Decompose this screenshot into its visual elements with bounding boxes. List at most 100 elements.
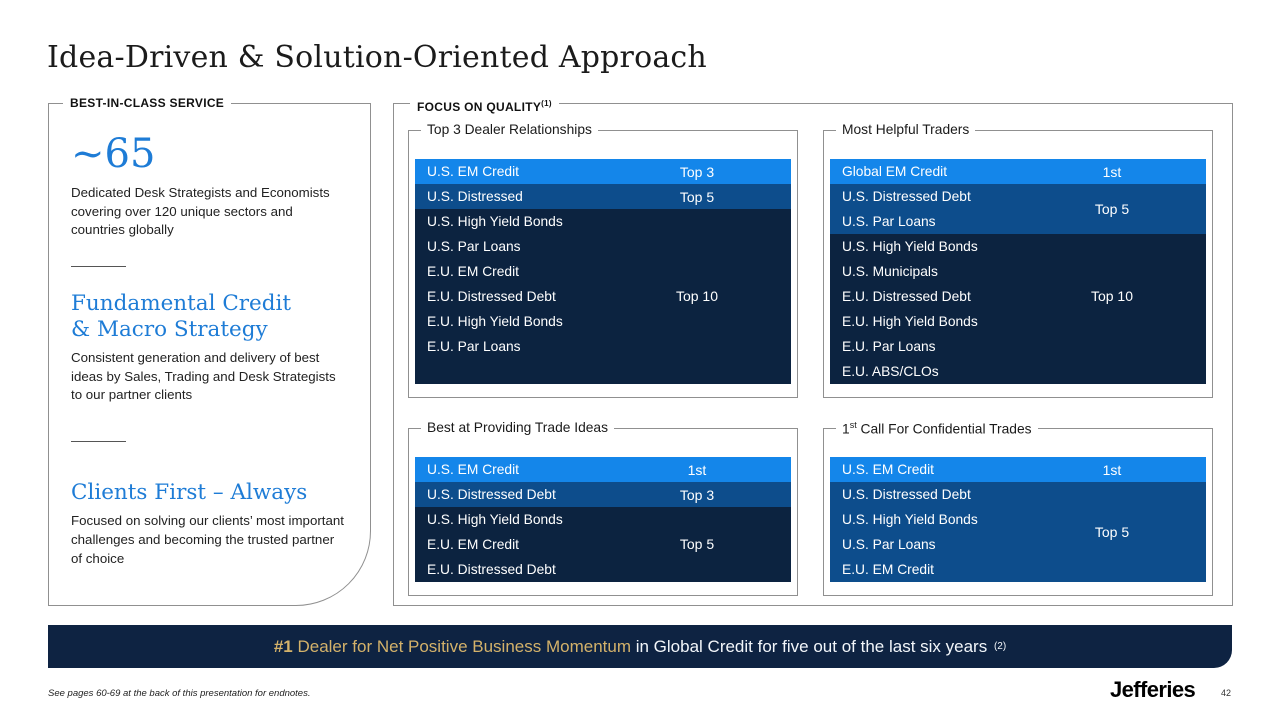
section-title-line: Fundamental Credit — [71, 290, 292, 316]
ranking-tier-medium: U.S. Distressed Top 5 — [415, 184, 791, 209]
momentum-banner: #1 Dealer for Net Positive Business Mome… — [48, 625, 1232, 668]
ranking-row: U.S. Distressed Debt — [830, 482, 1206, 507]
ranking-row: E.U. High Yield Bonds — [830, 309, 1206, 334]
ranking-tier-dark: U.S. High Yield Bonds U.S. Municipals E.U.… — [830, 234, 1206, 384]
ranking-row: U.S. Par Loans — [830, 209, 1206, 234]
section-title-line: Clients First – Always — [71, 480, 308, 506]
ranking-row: E.U. Par Loans — [830, 334, 1206, 359]
ranking-row: E.U. High Yield Bonds — [415, 309, 791, 334]
ranking-row: E.U. EM Credit — [415, 532, 791, 557]
focus-on-quality-panel: FOCUS ON QUALITY(1) Top 3 Dealer Relatio… — [393, 97, 1233, 606]
quality-box: Best at Providing Trade Ideas U.S. EM Cre… — [408, 420, 798, 596]
product-label: E.U. EM Credit — [427, 264, 519, 279]
ranking-row: U.S. High Yield Bonds — [830, 507, 1206, 532]
rank-label: Top 5 — [1094, 201, 1130, 217]
product-label: U.S. Distressed Debt — [842, 487, 971, 502]
ranking-tier-dark: U.S. High Yield Bonds U.S. Par Loans E.U. … — [415, 209, 791, 384]
product-label: E.U. Distressed Debt — [842, 289, 971, 304]
ranking-tier-medium: U.S. Distressed Debt Top 3 — [415, 482, 791, 507]
banner-highlight: Dealer for Net Positive Business Momentu… — [292, 636, 631, 656]
ranking-row: U.S. Par Loans — [830, 532, 1206, 557]
rank-label: Top 5 — [1094, 524, 1130, 540]
ranking-row: E.U. Distressed Debt — [830, 284, 1206, 309]
ranking-row: E.U. Par Loans — [415, 334, 791, 359]
best-in-class-heading: BEST-IN-CLASS SERVICE — [63, 96, 232, 110]
quality-box-title: Top 3 Dealer Relationships — [421, 122, 598, 137]
banner-endnote-superscript: (2) — [993, 641, 1007, 652]
jefferies-logo: Jefferies — [1110, 677, 1196, 702]
ranking-tier-bright: U.S. EM Credit 1st — [415, 457, 791, 482]
ranking-row: E.U. Distressed Debt — [415, 557, 791, 582]
ranking-tier-medium: U.S. Distressed Debt U.S. Par Loans Top 5 — [830, 184, 1206, 234]
quality-box: Top 3 Dealer Relationships U.S. EM Credit… — [408, 122, 798, 398]
section-body-clients-first: Focused on solving our clients’ most imp… — [71, 513, 344, 566]
ranking-tier-dark: U.S. High Yield Bonds E.U. EM Credit E.U. … — [415, 507, 791, 582]
focus-on-quality-heading-text: FOCUS ON QUALITY — [417, 100, 542, 114]
product-label: U.S. Distressed — [427, 189, 523, 204]
page-number: 42 — [1221, 688, 1232, 698]
endnotes-footnote: See pages 60-69 at the back of this pres… — [48, 688, 311, 699]
product-label: E.U. Distressed Debt — [427, 562, 556, 577]
ranking-row: U.S. High Yield Bonds — [415, 209, 791, 234]
section-title-line: & Macro Strategy — [71, 317, 268, 343]
ranking-row: U.S. Distressed Debt — [830, 184, 1206, 209]
ranking-row: E.U. EM Credit — [415, 259, 791, 284]
product-label: U.S. Municipals — [842, 264, 938, 279]
ranking-row: Global EM Credit — [830, 159, 1206, 184]
best-in-class-panel: BEST-IN-CLASS SERVICE ~65 Dedicated Desk… — [48, 97, 371, 606]
rank-label: Top 5 — [679, 536, 715, 552]
best-in-class-heading-text: BEST-IN-CLASS SERVICE — [70, 96, 225, 110]
rank-label: 1st — [687, 461, 707, 478]
product-label: E.U. High Yield Bonds — [427, 314, 563, 329]
rank-label: 1st — [1102, 461, 1122, 478]
product-label: E.U. EM Credit — [427, 537, 519, 552]
ranking-row: U.S. EM Credit — [415, 457, 791, 482]
title-superscript: st — [849, 420, 857, 430]
product-label: U.S. EM Credit — [427, 164, 519, 179]
banner-rest: in Global Credit for five out of the las… — [631, 636, 992, 656]
section-title-fundamental-credit: Fundamental Credit & Macro Strategy — [71, 291, 370, 343]
quality-box-title: Best at Providing Trade Ideas — [421, 420, 614, 435]
product-label: U.S. High Yield Bonds — [842, 239, 978, 254]
ranking-row: U.S. Par Loans — [415, 234, 791, 259]
rank-label: Top 5 — [679, 188, 715, 205]
product-label: E.U. Par Loans — [427, 339, 521, 354]
ranking-table: Global EM Credit 1st U.S. Distressed Debt U… — [830, 159, 1206, 384]
product-label: U.S. High Yield Bonds — [427, 214, 563, 229]
quality-box: Most Helpful Traders Global EM Credit 1st U… — [823, 122, 1213, 398]
ranking-row: E.U. EM Credit — [830, 557, 1206, 582]
banner-rank: #1 — [273, 636, 293, 656]
section-title-clients-first: Clients First – Always — [71, 480, 370, 506]
product-label: E.U. High Yield Bonds — [842, 314, 978, 329]
product-label: U.S. EM Credit — [842, 462, 934, 477]
stat-description: Dedicated Desk Strategists and Economist… — [71, 185, 330, 238]
endnote-superscript: (1) — [541, 99, 552, 108]
product-label: U.S. Par Loans — [842, 537, 936, 552]
ranking-row: E.U. ABS/CLOs — [830, 359, 1206, 384]
rank-label: Top 10 — [675, 288, 719, 304]
ranking-row: U.S. Distressed Debt — [415, 482, 791, 507]
quality-grid: Top 3 Dealer Relationships U.S. EM Credit… — [408, 122, 1213, 596]
ranking-row: U.S. Municipals — [830, 259, 1206, 284]
product-label: U.S. Par Loans — [427, 239, 521, 254]
focus-on-quality-heading: FOCUS ON QUALITY(1) — [410, 97, 559, 114]
ranking-row: U.S. EM Credit — [830, 457, 1206, 482]
section-body-fundamental-credit: Consistent generation and delivery of be… — [71, 350, 336, 403]
product-label: E.U. ABS/CLOs — [842, 364, 939, 379]
product-label: Global EM Credit — [842, 164, 948, 179]
ranking-tier-bright: U.S. EM Credit Top 3 — [415, 159, 791, 184]
product-label: U.S. High Yield Bonds — [842, 512, 978, 527]
stat-value: ~65 — [71, 131, 156, 177]
product-label: U.S. EM Credit — [427, 462, 519, 477]
ranking-tier-bright: U.S. EM Credit 1st — [830, 457, 1206, 482]
product-label: E.U. Par Loans — [842, 339, 936, 354]
ranking-tier-bright: Global EM Credit 1st — [830, 159, 1206, 184]
product-label: U.S. Distressed Debt — [427, 487, 556, 502]
rank-label: 1st — [1102, 163, 1122, 180]
ranking-row: U.S. EM Credit — [415, 159, 791, 184]
ranking-row: U.S. High Yield Bonds — [415, 507, 791, 532]
product-label: U.S. Distressed Debt — [842, 189, 971, 204]
product-label: E.U. Distressed Debt — [427, 289, 556, 304]
